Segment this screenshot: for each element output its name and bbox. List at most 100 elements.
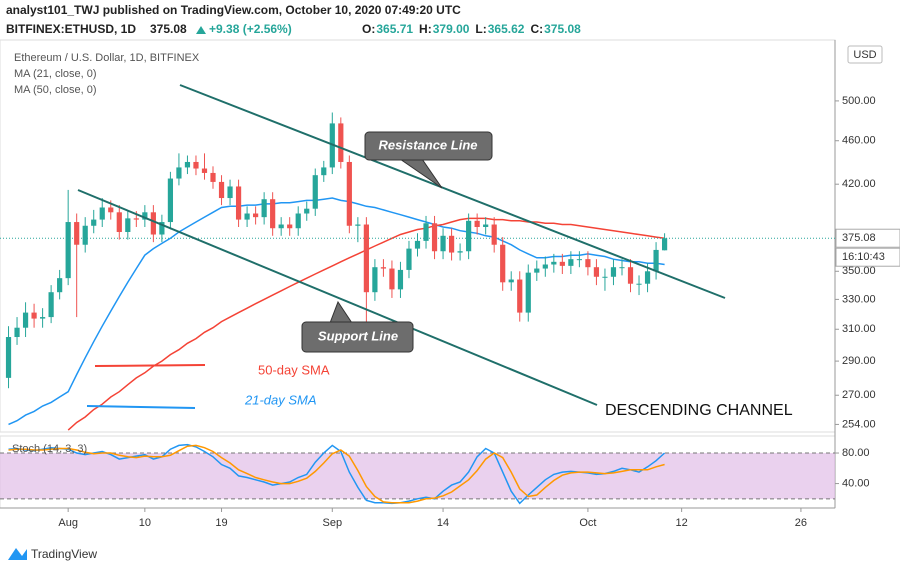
candle-body (125, 218, 131, 232)
candle-body (397, 269, 404, 290)
x-tick-label: Aug (58, 517, 78, 529)
candle-body (355, 224, 361, 226)
candle-body (108, 207, 114, 213)
axes: 254.00 270.00 290.00 310.00 330.00 350.00 420.… (58, 95, 900, 529)
candle-body (14, 327, 20, 338)
candle-body (321, 167, 327, 176)
candle-body (644, 271, 651, 284)
legend-ma50: MA (50, close, 0) (14, 84, 97, 96)
countdown-box (835, 247, 900, 267)
candle-body (176, 167, 182, 179)
y-tick-label: 270.00 (842, 389, 876, 401)
price-label-box (835, 228, 900, 248)
moving-average (8, 197, 665, 426)
candle-body (22, 312, 29, 328)
candle-body (287, 224, 293, 229)
candle-body (31, 312, 37, 319)
x-tick-label: 26 (795, 517, 807, 529)
y-tick-label: 290.00 (842, 355, 876, 367)
candle-body (57, 278, 63, 293)
legend-ma21: MA (21, close, 0) (14, 68, 97, 80)
ohlc-value: 379.00 (433, 22, 470, 36)
candle-body (133, 218, 139, 220)
candle-body (346, 161, 352, 226)
ohlc-value: 375.08 (544, 22, 581, 36)
ohlc-key: O: (362, 22, 375, 36)
candle-body (65, 222, 71, 279)
candle-body (636, 283, 642, 285)
candle-body (653, 249, 659, 272)
candle-body (585, 259, 591, 268)
candle-body (406, 248, 412, 270)
support-trendline (77, 189, 598, 406)
support-label: Support Line (318, 328, 398, 343)
candle-body (372, 267, 378, 293)
y-tick-label: 254.00 (842, 418, 876, 430)
candle-body (227, 186, 233, 199)
candle-body (210, 172, 216, 182)
stoch-tick-label: 40.00 (842, 477, 870, 489)
candle-body (244, 213, 250, 220)
sma21-swatch (86, 405, 196, 409)
candle-body (619, 267, 625, 269)
resistance-trendline (179, 84, 726, 299)
candle-body (525, 272, 531, 313)
candle-body (542, 264, 548, 269)
symbol: BITFINEX:ETHUSD, 1D (6, 22, 136, 36)
price-label: 375.08 (842, 232, 876, 244)
y-tick-label: 460.00 (842, 135, 876, 147)
candle-body (363, 224, 369, 293)
candle-body (91, 219, 97, 226)
candle-body (593, 267, 600, 277)
candle-body (295, 213, 301, 229)
candle-body (159, 222, 165, 235)
candle-body (491, 224, 497, 245)
callout-box (301, 321, 414, 353)
countdown: 16:10:43 (842, 251, 885, 263)
candle-body (5, 337, 12, 378)
candle-body (193, 161, 199, 169)
resistance-callout: Resistance Line (364, 131, 493, 189)
ohlc-key: H: (419, 22, 432, 36)
candle-body (142, 212, 148, 220)
candle-body (508, 279, 514, 283)
candles (5, 112, 668, 389)
candle-body (380, 267, 387, 269)
candle-body (74, 222, 80, 245)
last-price: 375.08 (150, 22, 187, 36)
candle-body (576, 259, 582, 261)
ohlc-value: 365.71 (376, 22, 413, 36)
currency-box[interactable] (847, 45, 883, 64)
x-tick-label: 10 (139, 517, 151, 529)
candle-body (312, 175, 318, 209)
candle-body (389, 268, 395, 290)
candle-body (474, 220, 480, 227)
channel-label: DESCENDING CHANNEL (605, 402, 793, 419)
callout-box (364, 131, 493, 161)
y-tick-label: 350.00 (842, 265, 876, 277)
stoch-band (0, 453, 835, 499)
y-tick-label: 330.00 (842, 293, 876, 305)
y-tick-label: 310.00 (842, 323, 876, 335)
candle-body (551, 261, 557, 265)
candle-body (431, 223, 438, 252)
legend-stoch: Stoch (14, 3, 3) (12, 443, 87, 455)
candle-body (338, 123, 344, 162)
candle-body (661, 238, 668, 251)
sma50-label: 50-day SMA (258, 362, 330, 377)
stoch-line (8, 443, 666, 505)
stoch-tick-label: 80.00 (842, 447, 870, 459)
resistance-label: Resistance Line (379, 137, 478, 152)
x-tick-label: Sep (323, 517, 343, 529)
x-tick-label: 12 (676, 517, 688, 529)
candle-body (559, 261, 565, 266)
candle-body (440, 235, 446, 252)
legend-title: Ethereum / U.S. Dollar, 1D, BITFINEX (14, 52, 200, 64)
candle-body (40, 317, 46, 319)
candle-body (500, 244, 506, 283)
x-tick-label: 19 (215, 517, 227, 529)
y-tick-label: 420.00 (842, 178, 876, 190)
candle-body (423, 223, 429, 241)
byline: analyst101_TWJ published on TradingView.… (6, 3, 461, 17)
candle-body (82, 225, 88, 245)
